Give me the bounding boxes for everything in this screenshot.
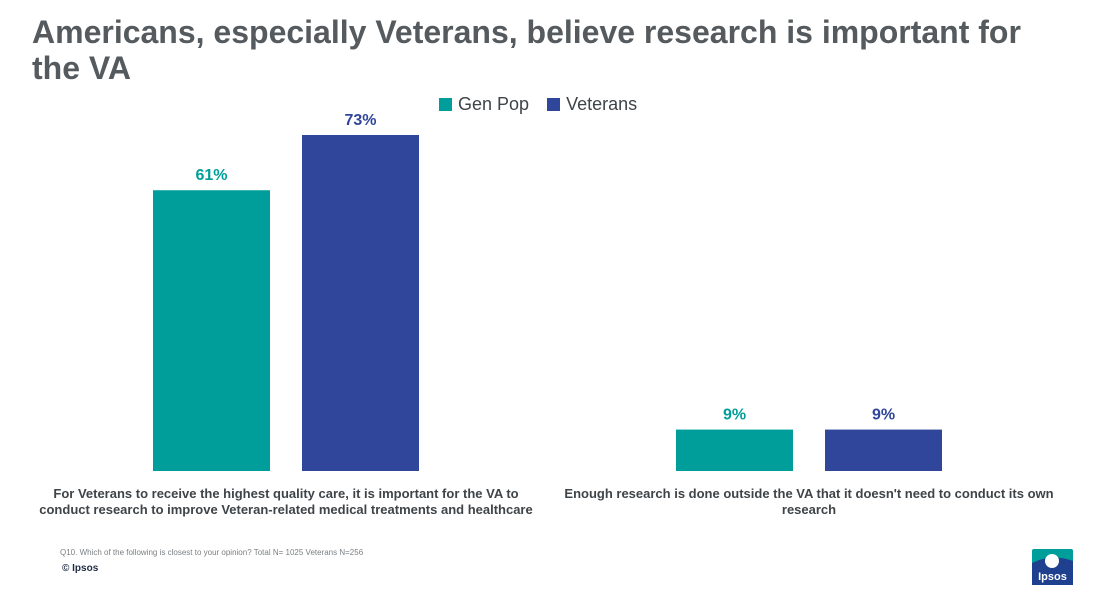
footnote: Q10. Which of the following is closest t… — [60, 548, 364, 557]
legend: Gen Pop Veterans — [439, 93, 637, 115]
legend-label-gen-pop: Gen Pop — [458, 93, 530, 114]
bar-gen-pop-1 — [153, 190, 270, 471]
data-label-veterans-2: 9% — [872, 407, 895, 424]
bar-gen-pop-2 — [676, 429, 793, 471]
legend-swatch-veterans — [547, 97, 561, 111]
category-label-research-outside: Enough research is done outside the VA t… — [564, 486, 1054, 517]
legend-item-gen-pop: Gen Pop — [439, 94, 529, 115]
category-label-research-important: For Veterans to receive the highest qual… — [39, 486, 533, 517]
ipsos-logo: Ipsos — [1032, 549, 1073, 585]
data-label-veterans-1: 73% — [344, 112, 376, 129]
bar-veterans-1 — [302, 135, 419, 471]
data-label-gen-pop-2: 9% — [723, 407, 746, 424]
legend-label-veterans: Veterans — [566, 93, 638, 114]
legend-swatch-gen-pop — [439, 97, 452, 111]
data-label-gen-pop-1: 61% — [195, 167, 227, 184]
svg-text:Ipsos: Ipsos — [1038, 571, 1067, 583]
chart-title: Americans, especially Veterans, believe … — [32, 14, 1021, 86]
bar-veterans-2 — [825, 429, 942, 471]
copyright: © Ipsos — [62, 563, 99, 574]
legend-item-veterans: Veterans — [547, 94, 637, 115]
